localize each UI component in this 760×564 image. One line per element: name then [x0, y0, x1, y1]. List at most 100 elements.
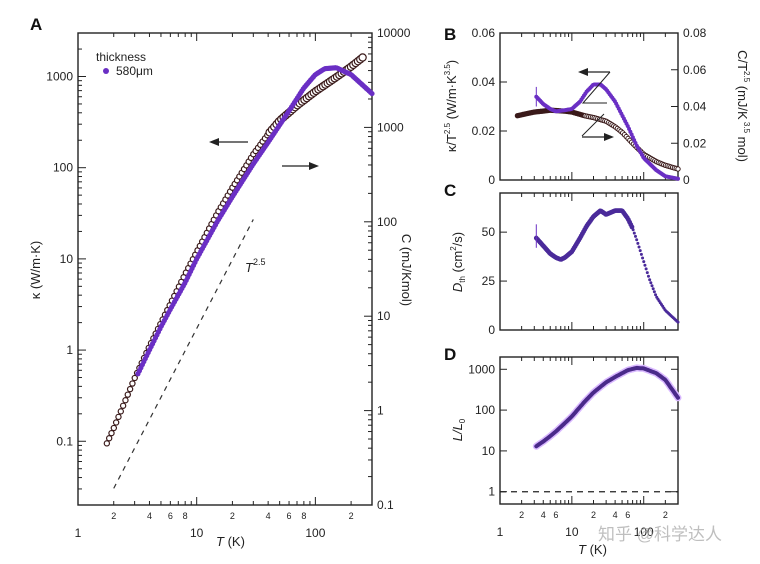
left-y-tick-label: 0	[488, 173, 495, 187]
legend-entry: 580μm	[116, 64, 153, 78]
capacity-point	[126, 385, 134, 393]
left-y-tick-label: 100	[475, 403, 495, 417]
y-axis-label-left-b: κ/T2.5 (W/m·K3.5)	[443, 60, 459, 152]
diffusivity-point	[652, 290, 656, 294]
right-y-tick-label: 0.02	[683, 136, 707, 150]
y-axis-label-left-a: κ (W/m·K)	[28, 241, 43, 299]
panel-label-b: B	[444, 25, 456, 44]
left-y-tick-label: 1	[488, 485, 495, 499]
panel-a-chart: 2 4 6 8 2 4 6 8 21 10 1000.111010010000.1110100100…	[28, 26, 414, 549]
panel-b-chart: 0 0.02 0.04 0.06 0 0.02 0.04 0.06 0.08 κ/T2.5 (W…	[443, 26, 751, 187]
x-minor-label: 2	[111, 511, 116, 521]
left-y-tick-label: 50	[482, 225, 496, 239]
y-axis-label-right-a: C (mJ/Kmol)	[399, 234, 414, 306]
left-y-tick-label: 25	[482, 274, 496, 288]
right-y-tick-label: 1	[377, 404, 384, 418]
left-y-tick-label: 1000	[468, 362, 495, 376]
left-y-tick-label: 1	[66, 343, 73, 357]
arrow-right-capacity	[282, 162, 319, 170]
capacity-point	[119, 402, 127, 409]
x-tick-label: 10	[565, 525, 579, 539]
x-minor-label: 8	[301, 511, 306, 521]
left-y-tick-label: 0.1	[56, 434, 73, 448]
left-y-tick-label: 1000	[46, 70, 73, 84]
arrow-left-kappa	[209, 138, 248, 146]
right-y-tick-label: 0.06	[683, 63, 707, 77]
left-y-tick-label: 100	[53, 161, 73, 175]
diffusivity-point	[641, 256, 645, 260]
x-tick-label: 100	[305, 526, 325, 540]
x-tick-label: 10	[190, 526, 204, 540]
x-minor-label: 2	[230, 511, 235, 521]
diffusivity-point	[650, 284, 654, 288]
diffusivity-point	[654, 293, 658, 297]
capacity-point	[108, 429, 115, 437]
capacity-point	[117, 408, 124, 415]
left-y-tick-label: 0	[488, 323, 495, 337]
x-minor-label: 6	[625, 510, 630, 520]
panel-label-a: A	[30, 15, 42, 34]
x-minor-label: 6	[553, 510, 558, 520]
left-y-tick-label: 0.06	[472, 26, 496, 40]
capacity-point	[129, 380, 136, 387]
panel-c-chart: 0 25 50 Dth (cm2/s)	[449, 192, 680, 337]
right-y-tick-label: 10	[377, 309, 391, 323]
right-y-tick-label: 0.1	[377, 498, 394, 512]
diffusivity-point	[649, 281, 653, 285]
capacity-point	[105, 435, 113, 442]
watermark: 知乎 @科学达人	[598, 525, 722, 544]
diffusivity-point	[645, 271, 649, 275]
diffusivity-point	[635, 238, 639, 242]
x-minor-label: 2	[519, 510, 524, 520]
kappa-ratio-point	[676, 176, 680, 181]
right-y-tick-label: 0.08	[683, 26, 707, 40]
diffusivity-point	[639, 252, 643, 256]
right-y-tick-label: 0	[683, 173, 690, 187]
diffusivity-point	[642, 260, 646, 264]
annotation-t25: T2.5	[245, 257, 265, 275]
capacity-point	[110, 424, 118, 432]
x-minor-label: 6	[287, 511, 292, 521]
lorenz-ratio-line	[534, 365, 680, 449]
x-minor-label: 4	[541, 510, 546, 520]
x-minor-label: 4	[613, 510, 618, 520]
diffusivity-point	[631, 228, 635, 232]
legend-title: thickness	[96, 50, 146, 64]
x-minor-label: 2	[591, 510, 596, 520]
x-tick-label: 100	[634, 525, 654, 539]
x-axis-label-a: T (K)	[216, 534, 245, 549]
diffusivity-point	[636, 241, 640, 245]
panel-a-frame	[77, 32, 373, 506]
left-y-tick-label: 10	[60, 252, 74, 266]
y-axis-label-c: Dth (cm2/s)	[449, 232, 467, 292]
x-minor-label: 8	[183, 511, 188, 521]
kappa-point	[369, 90, 375, 97]
right-y-tick-label: 0.04	[683, 100, 707, 114]
legend-marker	[103, 68, 109, 74]
diffusivity-point	[637, 245, 641, 249]
left-y-tick-label: 0.02	[472, 124, 496, 138]
x-axis-label-d: T (K)	[578, 542, 607, 557]
diffusivity-point	[643, 263, 647, 267]
capacity-point	[124, 391, 131, 398]
panel-c-frame	[499, 192, 679, 331]
capacity-point	[358, 53, 367, 62]
x-tick-label: 1	[75, 526, 82, 540]
capacity-ratio-point	[675, 166, 681, 172]
diffusivity-point	[646, 274, 650, 278]
arrow-right-capacity-b	[581, 113, 614, 141]
diffusivity-point	[651, 287, 655, 291]
panel-label-d: D	[444, 345, 456, 364]
diffusivity-point	[648, 278, 652, 282]
capacity-point	[131, 374, 138, 382]
diffusivity-point	[632, 231, 636, 235]
diffusivity-point	[638, 249, 642, 253]
y-axis-label-d: L/L0	[450, 418, 467, 441]
panel-label-c: C	[444, 181, 456, 200]
y-axis-label-right-b: C/T2.5 (mJ/K 3.5 mol)	[735, 50, 751, 162]
left-y-tick-label: 10	[482, 444, 496, 458]
capacity-point	[122, 397, 129, 404]
x-minor-label: 6	[168, 511, 173, 521]
diffusivity-point	[644, 267, 648, 271]
